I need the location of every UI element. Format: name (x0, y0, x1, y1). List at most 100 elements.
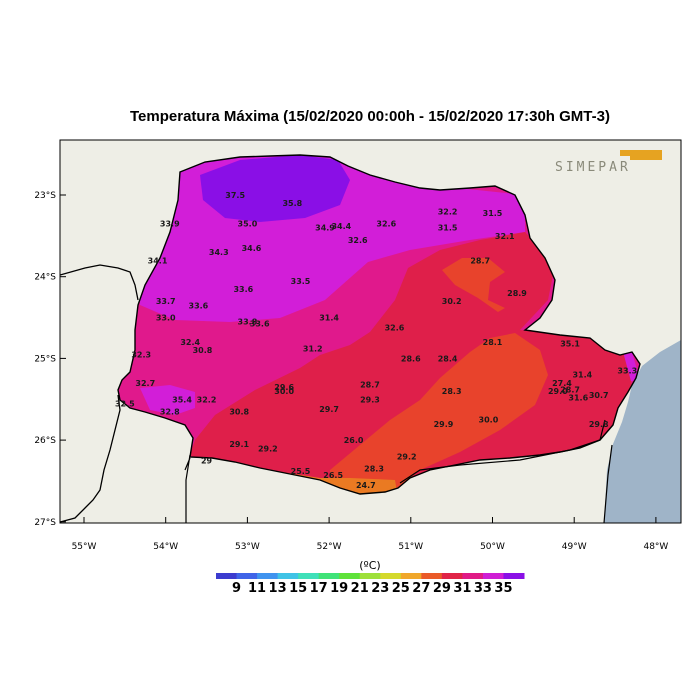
temperature-reading: 32.7 (135, 379, 155, 388)
legend-label: 27 (412, 581, 430, 596)
legend-swatch (318, 573, 340, 579)
temperature-reading: 34.9 (315, 224, 335, 233)
legend-swatch (482, 573, 504, 579)
temperature-reading: 26.0 (344, 436, 364, 445)
legend-swatch (257, 573, 279, 579)
temperature-reading: 29.2 (258, 444, 278, 453)
temperature-reading: 29.9 (434, 420, 454, 429)
temperature-reading: 29.1 (229, 440, 249, 449)
lon-tick-label: 48°W (643, 542, 668, 552)
lat-tick-label: 26°S (34, 436, 56, 446)
temperature-reading: 32.4 (180, 338, 200, 347)
temperature-reading: 35.4 (172, 395, 192, 404)
temperature-reading: 31.5 (483, 209, 503, 218)
temperature-reading: 28.1 (483, 338, 503, 347)
temperature-reading: 32.8 (160, 408, 180, 417)
temperature-reading: 34.4 (331, 222, 351, 231)
lat-tick-label: 25°S (34, 354, 56, 364)
temperature-reading: 31.4 (572, 371, 592, 380)
lat-tick-label: 24°S (34, 273, 56, 283)
temperature-reading: 28.3 (442, 387, 462, 396)
lat-axis: 23°S 24°S 25°S 26°S 27°S (34, 191, 66, 528)
temperature-reading: 33.6 (250, 319, 270, 328)
lon-tick-label: 50°W (480, 542, 505, 552)
legend-unit: (ºC) (359, 559, 380, 572)
legend-label: 29 (433, 581, 451, 596)
legend-swatch (462, 573, 484, 579)
band-29-31 (190, 232, 632, 494)
temperature-reading: 31.5 (438, 224, 458, 233)
legend-swatch (380, 573, 402, 579)
temperature-reading: 28.3 (364, 465, 384, 474)
temperature-reading: 29.7 (319, 405, 339, 414)
band-33-35-south (140, 385, 195, 415)
temperature-reading: 33.0 (156, 314, 176, 323)
legend-label: 31 (453, 581, 471, 596)
logo-text: SIMEPAR (555, 160, 631, 175)
temperature-reading: 32.3 (131, 350, 151, 359)
legend-labels: 9 11 13 15 17 19 21 23 25 27 29 31 33 35 (232, 581, 513, 596)
temperature-reading: 26.5 (323, 471, 343, 480)
temperature-reading: 30.8 (229, 408, 249, 417)
band-27-29-north (442, 258, 505, 312)
legend-label: 35 (494, 581, 512, 596)
temperature-reading: 33.8 (238, 318, 258, 327)
legend-swatch (441, 573, 463, 579)
legend-swatch (400, 573, 422, 579)
temperature-reading: 32.6 (348, 236, 368, 245)
temperature-reading: 30.0 (274, 387, 294, 396)
legend-label: 9 (232, 581, 241, 596)
lon-tick-label: 53°W (235, 542, 260, 552)
temperature-reading: 34.3 (209, 248, 229, 257)
temperature-reading: 31.6 (568, 394, 588, 403)
map-frame (59, 139, 682, 524)
temperature-reading: 32.6 (376, 220, 396, 229)
colorbar-legend: (ºC) 9 11 13 15 17 19 21 23 25 27 29 31 33 35 (216, 559, 525, 596)
temperature-reading: 33.5 (291, 277, 311, 286)
legend-swatch (216, 573, 238, 579)
legend-label: 23 (371, 581, 389, 596)
temperature-reading: 29.6 (274, 383, 294, 392)
temperature-reading: 33.7 (156, 297, 176, 306)
legend-swatch (277, 573, 299, 579)
temperature-reading: 25.5 (291, 467, 311, 476)
legend-label: 15 (289, 581, 307, 596)
legend-label: 17 (310, 581, 328, 596)
temperature-reading: 28.7 (360, 381, 380, 390)
station-readings: 37.5 35.8 35.0 33.9 34.934.4 32.6 32.6 32.2 31.5… (115, 191, 637, 490)
band-27-29 (330, 333, 548, 494)
temperature-reading: 29.2 (397, 452, 417, 461)
temperature-reading: 34.1 (148, 256, 168, 265)
temperature-reading: 37.5 (225, 191, 245, 200)
temperature-reading: 30.2 (442, 297, 462, 306)
temperature-reading: 35.0 (238, 220, 258, 229)
legend-swatch (236, 573, 258, 579)
temperature-reading: 32.1 (495, 232, 515, 241)
country-border-west (60, 264, 139, 523)
legend-swatch (359, 573, 381, 579)
legend-swatch (298, 573, 320, 579)
temperature-reading: 33.3 (617, 367, 637, 376)
temperature-reading: 29.0 (548, 387, 568, 396)
legend-label: 13 (269, 581, 287, 596)
legend-label: 33 (474, 581, 492, 596)
legend-swatches (216, 573, 525, 579)
temperature-reading: 30.0 (479, 416, 499, 425)
temperature-reading: 24.7 (356, 481, 376, 490)
temperature-reading: 28.7 (470, 256, 490, 265)
temperature-reading: 29.8 (589, 420, 609, 429)
state-border-sc-ms (184, 419, 613, 523)
temperature-reading: 31.2 (303, 345, 323, 354)
ocean (604, 340, 681, 523)
temperature-reading: 30.8 (193, 346, 213, 355)
temperature-reading: 29 (201, 457, 213, 466)
band-35-plus (200, 155, 350, 222)
temperature-reading: 28.7 (560, 385, 580, 394)
temperature-reading: 30.7 (589, 391, 609, 400)
temperature-reading: 28.4 (438, 354, 458, 363)
lat-tick-label: 23°S (34, 191, 56, 201)
legend-label: 11 (248, 581, 266, 596)
legend-label: 19 (330, 581, 348, 596)
map-title: Temperatura Máxima (15/02/2020 00:00h - … (130, 108, 610, 125)
